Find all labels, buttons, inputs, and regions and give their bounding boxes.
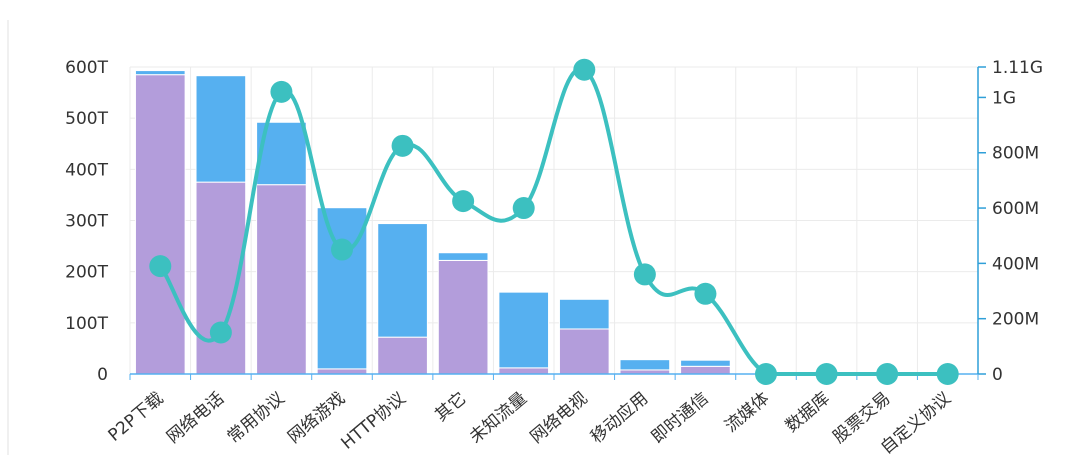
line-point — [755, 363, 777, 385]
bar-segment — [316, 207, 368, 370]
bar-segment — [134, 70, 186, 76]
line-point — [512, 197, 535, 220]
bar-segment — [377, 336, 428, 375]
x-category-label: 其它 — [431, 389, 470, 426]
x-category-label: 未知流量 — [466, 389, 531, 448]
line-point — [270, 80, 293, 103]
x-category-label: 即时通信 — [648, 389, 713, 448]
bar-segment — [437, 252, 489, 261]
y-left-tick-label: 0 — [97, 365, 108, 385]
y-left-tick-label: 100T — [65, 314, 108, 334]
bar-segment — [316, 368, 368, 375]
x-category-label: 网络电话 — [163, 389, 228, 448]
x-category-label: 流媒体 — [721, 389, 773, 437]
bar-segment — [134, 74, 186, 375]
bar-segment — [437, 259, 489, 375]
x-category-label: HTTP协议 — [338, 389, 410, 454]
bar-segment — [498, 367, 550, 375]
y-right-tick-label: 400M — [992, 254, 1039, 274]
bar-segment — [256, 184, 307, 375]
line-point — [573, 58, 596, 81]
y-right-tick-label: 1.11G — [992, 58, 1043, 78]
bar-segment — [680, 365, 731, 375]
bar-segment — [377, 223, 428, 338]
line-series — [149, 58, 959, 385]
y-right-tick-label: 200M — [992, 310, 1039, 330]
y-right-tick-label: 1G — [992, 88, 1016, 108]
line-point — [452, 190, 475, 213]
bar-segment — [195, 75, 247, 183]
bar-segment — [680, 359, 731, 367]
line-point — [815, 363, 838, 385]
line-point — [149, 255, 172, 278]
line-point — [391, 134, 414, 157]
x-category-label: 数据库 — [782, 389, 834, 437]
y-left-tick-label: 600T — [65, 58, 108, 78]
x-category-label: 移动应用 — [587, 389, 652, 448]
y-right-tick-label: 600M — [992, 199, 1039, 219]
y-left-tick-label: 300T — [65, 212, 108, 232]
x-category-label: 常用协议 — [224, 389, 289, 448]
line-point — [633, 263, 656, 286]
bar-segment — [619, 359, 671, 371]
line-point — [936, 363, 959, 385]
x-category-label: P2P下载 — [105, 389, 168, 446]
y-right-tick-label: 0 — [992, 365, 1003, 385]
y-left-tick-label: 400T — [65, 160, 108, 180]
bar-segment — [558, 298, 610, 330]
line-point — [209, 321, 232, 344]
bar-segment — [558, 328, 610, 375]
y-right-tick-label: 800M — [992, 144, 1039, 164]
y-left-tick-label: 200T — [65, 263, 108, 283]
bar-segment — [498, 291, 550, 369]
line-point — [876, 363, 899, 385]
x-category-label: 网络电视 — [527, 389, 592, 448]
line-point — [331, 238, 353, 261]
y-left-tick-label: 500T — [65, 109, 108, 129]
line-point — [694, 282, 717, 305]
